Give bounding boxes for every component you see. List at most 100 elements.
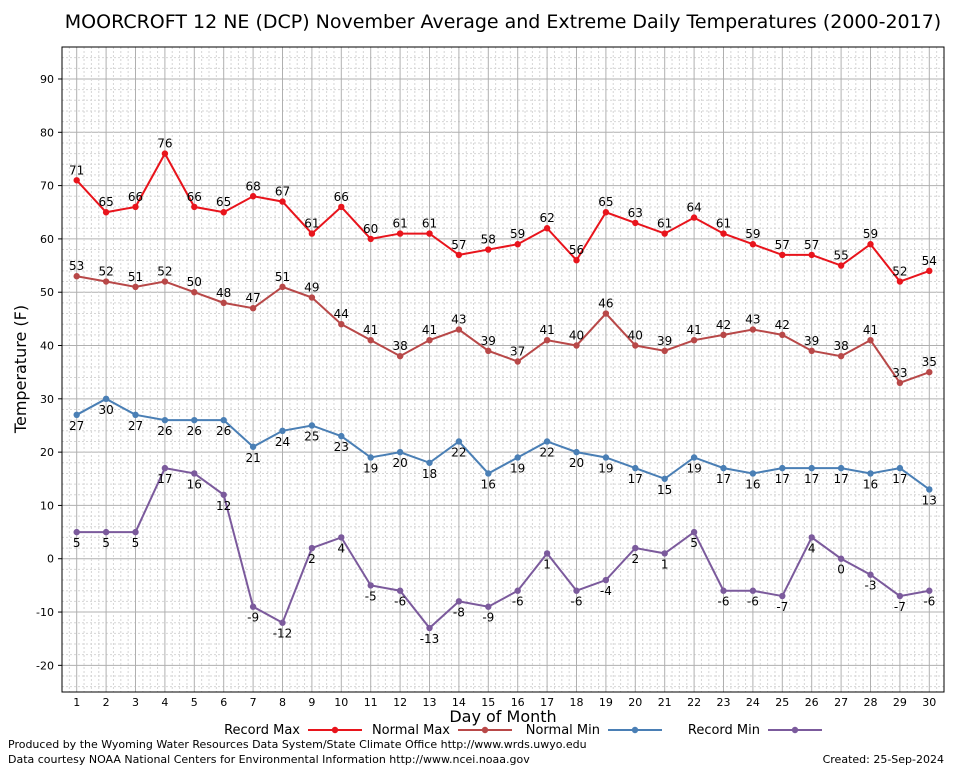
data-label: 59: [745, 227, 760, 241]
data-label: 76: [157, 137, 172, 151]
data-label: -3: [865, 579, 877, 593]
data-label: 53: [69, 259, 84, 273]
x-tick-label: 4: [161, 696, 168, 709]
data-label: 37: [510, 345, 525, 359]
x-axis-label: Day of Month: [449, 707, 556, 726]
data-point: [661, 475, 668, 482]
data-point: [632, 342, 639, 349]
data-label: 44: [334, 307, 349, 321]
data-point: [926, 368, 933, 376]
data-label: 41: [422, 323, 437, 337]
data-label: 5: [73, 536, 81, 550]
series-line: [75, 151, 930, 283]
x-tick-label: 16: [511, 696, 525, 709]
data-label: 43: [451, 313, 466, 327]
data-label: 27: [128, 419, 143, 433]
data-label: 52: [98, 265, 113, 279]
data-point: [191, 203, 198, 211]
data-point: [426, 624, 433, 632]
x-tick-label: 9: [308, 696, 315, 709]
data-label: -6: [747, 595, 759, 609]
data-label: -4: [600, 584, 612, 598]
y-tick-label: 60: [40, 233, 54, 246]
y-tick-label: -10: [36, 606, 54, 619]
data-label: -9: [247, 611, 259, 625]
data-label: 52: [157, 265, 172, 279]
x-tick-label: 28: [864, 696, 878, 709]
data-point: [338, 432, 345, 440]
data-point: [926, 267, 933, 275]
data-point: [867, 470, 874, 477]
legend-label: Record Max: [224, 723, 300, 738]
data-label: 40: [628, 329, 643, 343]
data-point: [514, 587, 521, 594]
grid-lines: [61, 46, 945, 692]
data-label: 51: [275, 270, 290, 284]
x-tick-label: 3: [132, 696, 139, 709]
data-point: [132, 203, 139, 211]
plot-frame: [61, 46, 945, 693]
data-point: [220, 416, 227, 424]
data-label: 60: [363, 222, 378, 236]
data-point: [749, 241, 757, 248]
data-point: [455, 326, 463, 333]
data-label: 17: [804, 472, 819, 486]
data-label: 33: [892, 366, 907, 380]
data-point: [132, 411, 139, 419]
data-label: 39: [481, 334, 496, 348]
data-point: [632, 464, 639, 472]
data-label: 59: [863, 227, 878, 241]
data-point: [808, 251, 815, 259]
data-point: [161, 464, 169, 472]
data-label: 16: [187, 477, 202, 491]
data-label: 27: [69, 419, 84, 433]
data-point: [896, 278, 904, 285]
data-point: [396, 230, 404, 237]
data-label: 50: [187, 275, 202, 289]
legend-swatch-marker: [481, 726, 489, 734]
data-point: [573, 342, 580, 349]
data-point: [161, 150, 169, 157]
data-point: [191, 470, 198, 477]
data-point: [602, 454, 610, 461]
data-label: 40: [569, 329, 584, 343]
data-label: 5: [102, 536, 110, 550]
data-label: 61: [716, 217, 731, 231]
data-point: [690, 336, 698, 344]
x-tick-label: 23: [717, 696, 731, 709]
data-point: [308, 230, 316, 237]
data-label: 65: [216, 195, 231, 209]
data-label: 20: [569, 456, 584, 470]
data-label: 17: [892, 472, 907, 486]
x-tick-label: 6: [220, 696, 227, 709]
data-point: [396, 587, 404, 594]
data-label: 17: [157, 472, 172, 486]
data-point: [161, 416, 169, 424]
data-label: 63: [628, 206, 643, 220]
data-label: -6: [571, 595, 583, 609]
series-line: [76, 275, 930, 385]
data-point: [220, 491, 227, 498]
data-label: 42: [716, 318, 731, 332]
data-label: 20: [392, 456, 407, 470]
x-tick-label: 10: [334, 696, 348, 709]
data-point: [308, 422, 316, 429]
data-label: 25: [304, 429, 319, 443]
data-label: 38: [833, 339, 848, 353]
data-point: [602, 310, 610, 317]
data-point: [102, 209, 110, 216]
data-label: 1: [543, 557, 551, 571]
series-normal-min: 27 30 27 26 26 26 21 24 25 23 19 20 18 22 16 19 22 20 19 17…: [69, 395, 937, 507]
data-point: [690, 454, 698, 461]
y-tick-label: 0: [47, 553, 54, 566]
data-label: 57: [451, 238, 466, 252]
x-tick-label: 8: [279, 696, 286, 709]
y-axis-label: Temperature (F): [11, 305, 30, 434]
data-point: [279, 198, 286, 205]
data-label: 26: [187, 424, 202, 438]
data-label: 49: [304, 281, 319, 295]
data-point: [338, 203, 345, 211]
x-tick-label: 29: [893, 696, 907, 709]
data-label: 13: [922, 493, 937, 507]
data-label: 17: [833, 472, 848, 486]
